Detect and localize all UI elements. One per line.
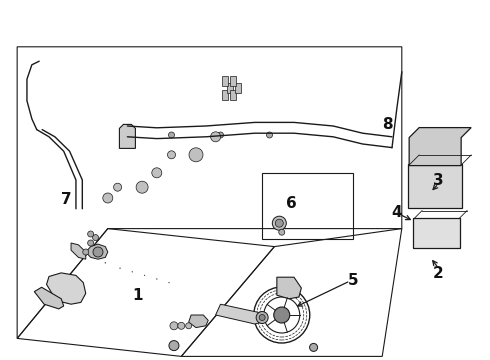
Bar — [222, 76, 228, 86]
Text: 3: 3 — [433, 172, 444, 188]
Circle shape — [114, 183, 122, 191]
Circle shape — [103, 193, 113, 203]
Circle shape — [93, 247, 103, 257]
Text: 4: 4 — [392, 205, 402, 220]
Bar — [230, 90, 236, 100]
Polygon shape — [86, 244, 108, 259]
Polygon shape — [34, 287, 64, 309]
Circle shape — [83, 249, 89, 255]
Ellipse shape — [105, 262, 106, 263]
Bar — [230, 76, 236, 86]
Circle shape — [178, 322, 185, 329]
Polygon shape — [216, 304, 265, 324]
Circle shape — [310, 343, 318, 351]
Bar — [262, 173, 353, 239]
Circle shape — [189, 148, 203, 162]
Circle shape — [136, 181, 148, 193]
Polygon shape — [120, 125, 135, 148]
Circle shape — [279, 229, 285, 235]
Text: 1: 1 — [132, 288, 143, 303]
Polygon shape — [189, 315, 208, 328]
Polygon shape — [409, 127, 471, 166]
Circle shape — [169, 341, 179, 351]
Bar — [235, 83, 241, 93]
Bar — [222, 90, 228, 100]
Circle shape — [93, 235, 98, 240]
Text: 2: 2 — [433, 266, 444, 281]
Circle shape — [168, 151, 175, 159]
Bar — [227, 83, 233, 93]
Text: 5: 5 — [347, 273, 358, 288]
Circle shape — [274, 307, 290, 323]
FancyBboxPatch shape — [413, 217, 460, 248]
Ellipse shape — [120, 268, 121, 269]
Circle shape — [272, 216, 286, 230]
Circle shape — [170, 322, 178, 330]
Circle shape — [259, 315, 265, 320]
Circle shape — [169, 132, 174, 138]
Circle shape — [267, 132, 272, 138]
Text: 8: 8 — [382, 117, 392, 132]
FancyBboxPatch shape — [408, 164, 462, 208]
Text: 7: 7 — [61, 192, 72, 207]
Circle shape — [88, 231, 94, 237]
Circle shape — [211, 132, 220, 142]
Circle shape — [218, 132, 223, 138]
Polygon shape — [47, 273, 86, 304]
Circle shape — [275, 219, 283, 227]
Polygon shape — [71, 243, 86, 259]
Text: 6: 6 — [286, 196, 297, 211]
Circle shape — [256, 311, 268, 324]
Polygon shape — [277, 277, 301, 299]
Circle shape — [88, 240, 94, 246]
Circle shape — [152, 168, 162, 178]
Circle shape — [186, 323, 192, 329]
